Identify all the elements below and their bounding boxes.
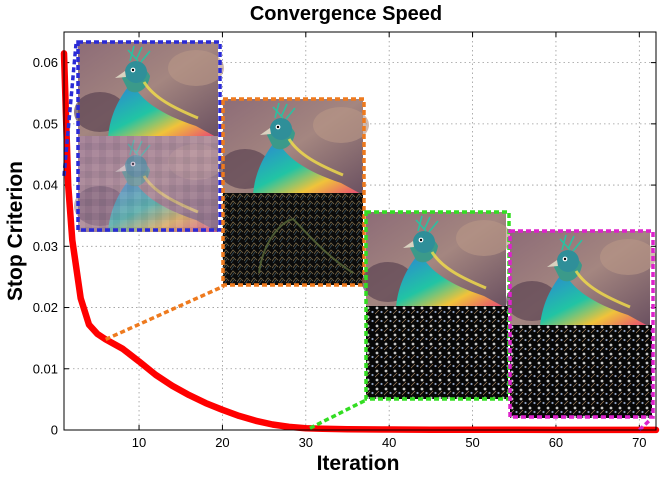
- y-tick-label: 0.04: [33, 178, 58, 193]
- chart-title: Convergence Speed: [250, 3, 442, 25]
- data-point: [137, 360, 141, 363]
- x-tick-label: 60: [549, 435, 563, 450]
- connector-inset-4: [638, 418, 652, 432]
- connector-inset-3: [309, 398, 367, 430]
- inset-connectors: [62, 43, 652, 432]
- tick-labels: 10 20 30 40 50 60 70 0 0.01 0.02 0.03 0.04 0.05 0.06: [33, 55, 647, 450]
- data-point: [221, 408, 224, 411]
- inset-iteration-1-frame: [76, 40, 222, 232]
- inset-iteration-1-image: [72, 40, 226, 234]
- data-point: [204, 401, 207, 405]
- y-tick-label: 0: [51, 423, 58, 438]
- connector-inset-2: [104, 284, 225, 341]
- x-tick-label: 30: [299, 435, 313, 450]
- data-point: [79, 297, 82, 300]
- x-tick-label: 70: [632, 435, 646, 450]
- data-point: [67, 183, 70, 187]
- data-point: [71, 239, 74, 242]
- data-point: [321, 427, 324, 430]
- inset-iteration-70-image: [504, 229, 658, 418]
- y-tick-label: 0.06: [33, 55, 58, 70]
- inset-iteration-6-image: [217, 97, 371, 285]
- y-tick-label: 0.05: [33, 116, 58, 131]
- inset-iteration-70-frame: [508, 229, 655, 419]
- y-axis-label: Stop Criterion: [4, 161, 27, 301]
- x-tick-label: 20: [215, 435, 229, 450]
- data-point: [287, 425, 291, 429]
- data-point: [96, 332, 99, 336]
- x-tick-label: 50: [465, 435, 479, 450]
- y-tick-label: 0.01: [33, 361, 58, 376]
- data-point: [187, 393, 191, 397]
- data-point: [87, 323, 91, 326]
- inset-iteration-6-frame: [221, 97, 366, 287]
- data-point: [154, 373, 157, 377]
- y-tick-label: 0.02: [33, 300, 58, 315]
- data-point: [271, 423, 274, 426]
- data-point: [254, 419, 257, 422]
- data-point: [237, 414, 241, 418]
- axes-frame: [63, 31, 657, 431]
- data-point: [304, 427, 307, 430]
- connector-inset-1: [62, 43, 78, 177]
- y-tick-label: 0.03: [33, 239, 58, 254]
- inset-iteration-30-image: [360, 210, 514, 399]
- x-tick-label: 40: [382, 435, 396, 450]
- x-tick-label: 10: [132, 435, 146, 450]
- data-point: [121, 347, 124, 350]
- data-point: [171, 384, 174, 388]
- x-axis-label: Iteration: [317, 452, 400, 475]
